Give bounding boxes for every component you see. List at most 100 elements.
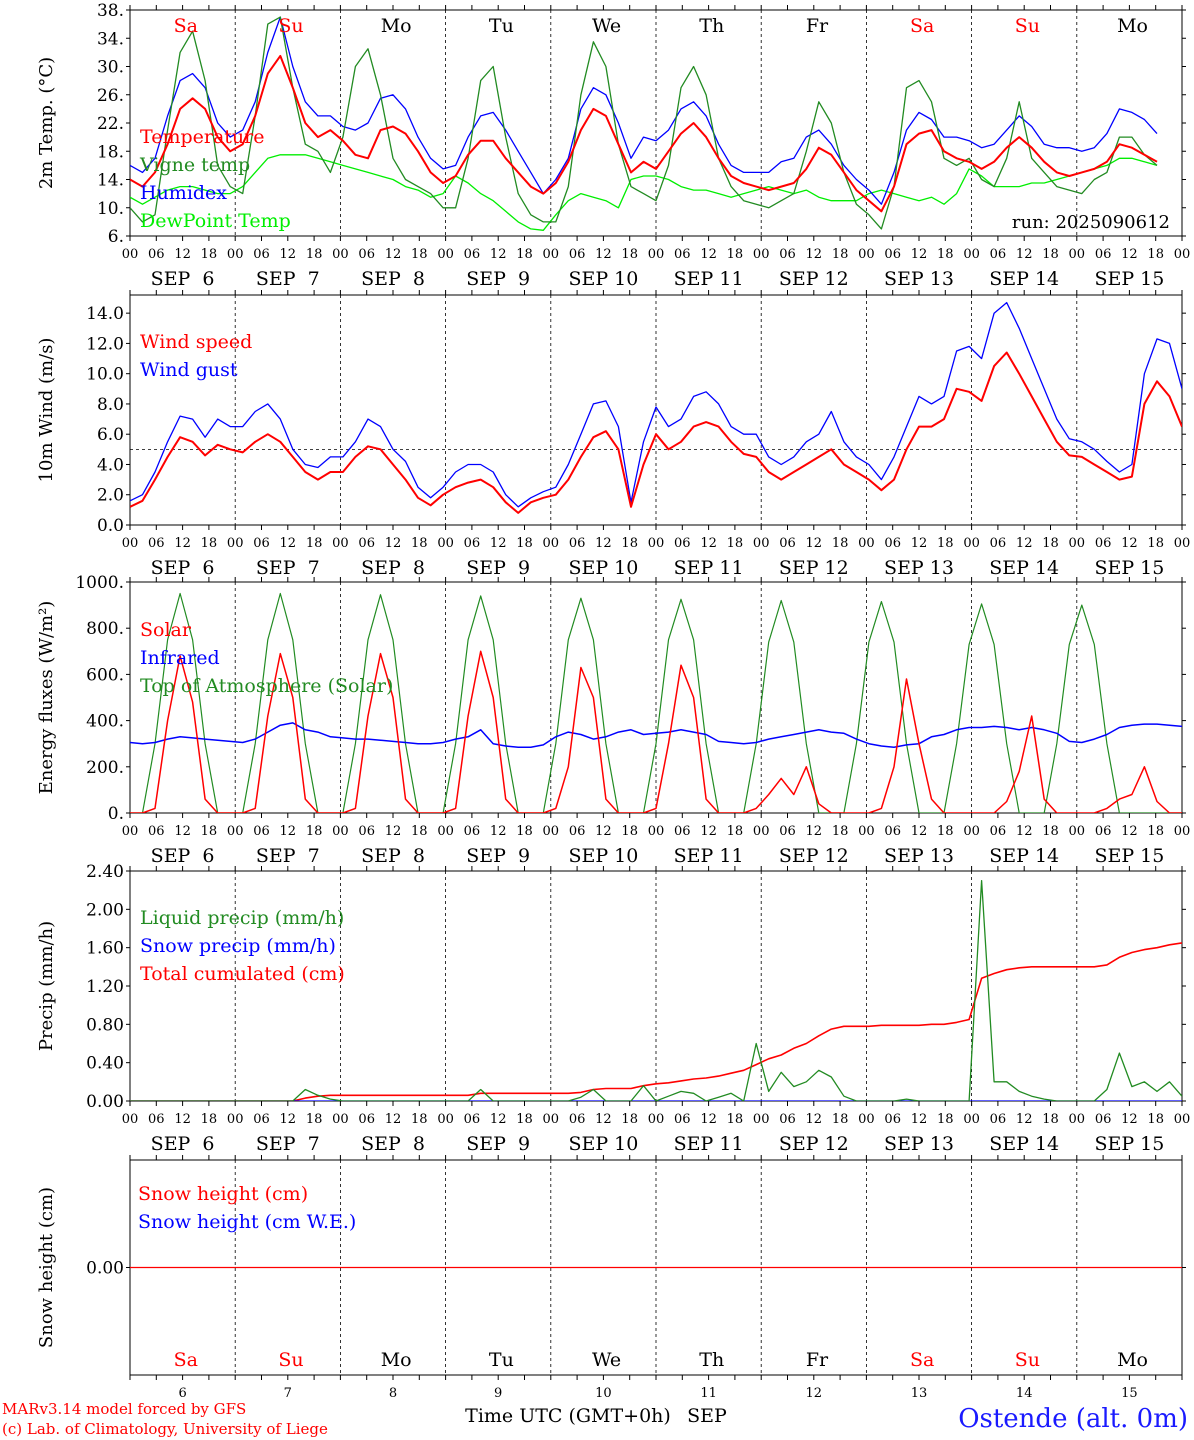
hour-label: 06 bbox=[253, 824, 270, 839]
hour-label: 12 bbox=[1121, 536, 1138, 551]
hour-label: 00 bbox=[122, 247, 139, 262]
hour-label: 18 bbox=[201, 536, 218, 551]
legend-entry: Temperature bbox=[140, 126, 264, 148]
hour-label: 18 bbox=[201, 1112, 218, 1127]
hour-label: 00 bbox=[437, 247, 454, 262]
hour-label: 12 bbox=[385, 824, 402, 839]
hour-label: 06 bbox=[253, 1112, 270, 1127]
series-line-wind-gust bbox=[130, 301, 1182, 508]
hour-label: 18 bbox=[727, 247, 744, 262]
series-line-humidex bbox=[130, 16, 1158, 205]
hour-label: 00 bbox=[227, 824, 244, 839]
date-label: SEP 7 bbox=[256, 268, 320, 290]
time-axis-month: SEP bbox=[687, 1405, 727, 1427]
hour-label: 12 bbox=[1016, 536, 1033, 551]
hour-label: 12 bbox=[700, 1112, 717, 1127]
hour-label: 06 bbox=[779, 1112, 796, 1127]
hour-label: 00 bbox=[122, 824, 139, 839]
hour-label: 00 bbox=[963, 247, 980, 262]
hour-label: 18 bbox=[937, 536, 954, 551]
hour-label: 18 bbox=[411, 1112, 428, 1127]
day-name: Su bbox=[278, 15, 303, 37]
hour-label: 12 bbox=[174, 247, 191, 262]
hour-label: 06 bbox=[358, 1112, 375, 1127]
date-label: SEP 6 bbox=[151, 557, 215, 579]
hour-label: 00 bbox=[963, 824, 980, 839]
hour-label: 12 bbox=[174, 824, 191, 839]
series-line-total-cumulated-cm bbox=[130, 942, 1182, 1101]
legend-entry: Liquid precip (mm/h) bbox=[140, 907, 344, 929]
hour-label: 18 bbox=[1042, 1112, 1059, 1127]
hour-label: 00 bbox=[1174, 536, 1191, 551]
hour-label: 12 bbox=[490, 824, 507, 839]
hour-label: 18 bbox=[832, 536, 849, 551]
hour-label: 12 bbox=[385, 536, 402, 551]
y-tick-label: 14. bbox=[97, 171, 124, 191]
y-axis-title: 10m Wind (m/s) bbox=[36, 338, 57, 483]
hour-label: 12 bbox=[280, 536, 297, 551]
hour-label: 06 bbox=[464, 1112, 481, 1127]
hour-label: 00 bbox=[753, 1112, 770, 1127]
hour-label: 18 bbox=[621, 247, 638, 262]
hour-label: 06 bbox=[1095, 824, 1112, 839]
hour-label: 06 bbox=[779, 824, 796, 839]
date-label: SEP 10 bbox=[568, 845, 638, 867]
date-label: SEP 11 bbox=[674, 845, 744, 867]
date-label: SEP 13 bbox=[884, 1133, 954, 1155]
date-label: SEP 12 bbox=[779, 557, 849, 579]
legend-entry: Vigne temp bbox=[139, 154, 250, 176]
hour-label: 18 bbox=[516, 247, 533, 262]
y-axis-title: 2m Temp. (°C) bbox=[36, 57, 57, 189]
hour-label: 12 bbox=[595, 1112, 612, 1127]
hour-label: 12 bbox=[385, 247, 402, 262]
time-axis-title: Time UTC (GMT+0h) bbox=[465, 1405, 671, 1427]
date-label: SEP 7 bbox=[256, 845, 320, 867]
hour-label: 06 bbox=[884, 536, 901, 551]
hour-label: 00 bbox=[1174, 247, 1191, 262]
hour-label: 06 bbox=[148, 824, 165, 839]
hour-label: 12 bbox=[700, 536, 717, 551]
hour-label: 12 bbox=[490, 536, 507, 551]
series-line-temperature bbox=[130, 54, 1158, 213]
hour-label: 18 bbox=[832, 824, 849, 839]
hour-label: 18 bbox=[621, 536, 638, 551]
day-number: 13 bbox=[911, 1386, 928, 1401]
hour-label: 00 bbox=[1069, 1112, 1086, 1127]
hour-label: 18 bbox=[1147, 1112, 1164, 1127]
y-tick-label: 8.0 bbox=[97, 395, 124, 415]
hour-label: 12 bbox=[1121, 1112, 1138, 1127]
hour-label: 06 bbox=[358, 247, 375, 262]
hour-label: 00 bbox=[227, 1112, 244, 1127]
hour-label: 06 bbox=[358, 824, 375, 839]
y-tick-label: 14.0 bbox=[86, 304, 124, 324]
date-label: SEP 12 bbox=[779, 268, 849, 290]
hour-label: 00 bbox=[753, 824, 770, 839]
date-label: SEP 13 bbox=[884, 557, 954, 579]
station-name: Ostende (alt. 0m) bbox=[958, 1404, 1188, 1434]
day-name: Su bbox=[278, 1349, 303, 1371]
panel-energy: 0. 200. 400. 600. 800. 1000. Energy fluxes (W/… bbox=[36, 573, 1190, 867]
hour-label: 06 bbox=[569, 1112, 586, 1127]
date-label: SEP 7 bbox=[256, 557, 320, 579]
y-tick-label: 1.60 bbox=[86, 939, 124, 959]
day-number: 12 bbox=[806, 1386, 823, 1401]
hour-label: 18 bbox=[1042, 536, 1059, 551]
hour-label: 00 bbox=[753, 536, 770, 551]
legend-entry: Infrared bbox=[140, 647, 220, 669]
date-label: SEP 11 bbox=[674, 268, 744, 290]
hour-label: 06 bbox=[1095, 1112, 1112, 1127]
date-label: SEP 11 bbox=[674, 1133, 744, 1155]
panel-wind: 0.0 2.0 4.0 6.0 8.0 10.0 12.0 14.0 10m Wind (m/s… bbox=[36, 290, 1190, 579]
date-label: SEP 6 bbox=[151, 845, 215, 867]
day-name: Fr bbox=[806, 15, 829, 37]
hour-label: 12 bbox=[911, 247, 928, 262]
legend-entry: Snow height (cm W.E.) bbox=[138, 1211, 356, 1233]
hour-label: 18 bbox=[411, 536, 428, 551]
date-label: SEP 14 bbox=[989, 1133, 1059, 1155]
hour-label: 06 bbox=[1095, 247, 1112, 262]
hour-label: 00 bbox=[332, 824, 349, 839]
hour-label: 00 bbox=[858, 536, 875, 551]
footer: MARv3.14 model forced by GFS (c) Lab. of… bbox=[2, 1400, 1188, 1438]
hour-label: 00 bbox=[543, 1112, 560, 1127]
series-line-dewpoint-temp bbox=[130, 154, 1158, 231]
